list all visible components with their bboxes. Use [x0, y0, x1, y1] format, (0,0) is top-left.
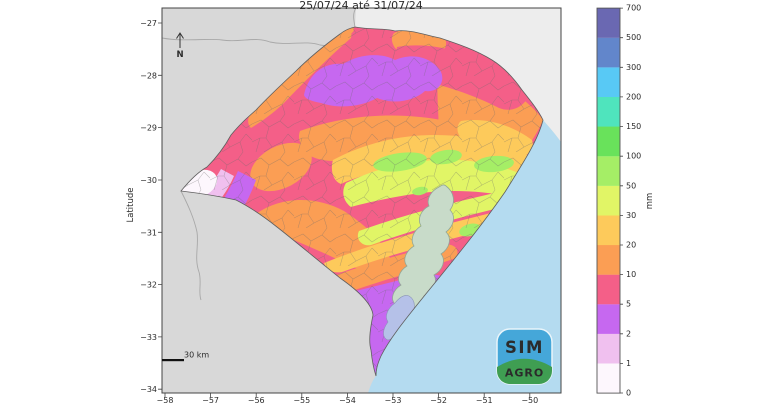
- scale-bar: 30 km: [162, 351, 209, 362]
- colorbar-tick: 20: [626, 241, 636, 250]
- colorbar: 0 1 2 5 10 20 30 50 100 150 200 300 500 …: [596, 4, 655, 398]
- colorbar-tick: 500: [626, 33, 641, 42]
- colorbar-tick: 300: [626, 63, 641, 72]
- colorbar-segment: [597, 126, 620, 157]
- colorbar-segment: [597, 245, 620, 275]
- north-arrow-icon: [176, 32, 184, 48]
- ocean: [368, 120, 561, 393]
- figure-title: 25/07/24 até 31/07/24: [299, 0, 423, 12]
- colorbar-tick: 2: [626, 329, 631, 338]
- y-tick: −30: [140, 176, 157, 185]
- y-tick: −29: [140, 124, 157, 133]
- x-tick: −52: [430, 396, 447, 405]
- y-tick: −33: [140, 333, 157, 342]
- x-tick: −57: [202, 396, 219, 405]
- colorbar-tick: 30: [626, 211, 636, 220]
- logo-text-sim: SIM: [505, 338, 544, 357]
- colorbar-tick: 700: [626, 4, 641, 13]
- colorbar-tick: 10: [626, 270, 636, 279]
- y-tick-marks: [158, 22, 162, 390]
- state-outline: [180, 26, 544, 377]
- x-tick-marks: [164, 393, 531, 397]
- colorbar-segment: [597, 304, 620, 334]
- scale-bar-line: [162, 359, 184, 362]
- colorbar-segment: [597, 215, 620, 246]
- colorbar-segment: [597, 156, 620, 186]
- y-axis-label: Latitude: [126, 188, 136, 223]
- colorbar-tick: 1: [626, 359, 631, 368]
- colorbar-segment: [597, 274, 620, 305]
- colorbar-tick-marks: [620, 7, 623, 394]
- plot-frame: [161, 7, 562, 394]
- colorbar-segment: [597, 8, 620, 38]
- colorbar-segment: [597, 67, 620, 97]
- colorbar-tick: 100: [626, 152, 641, 161]
- land-light-region: [355, 8, 561, 142]
- colorbar-tick: 50: [626, 181, 636, 190]
- logo-text-agro: AGRO: [505, 367, 544, 380]
- colorbar-outline: [596, 7, 621, 394]
- x-tick: −56: [248, 396, 265, 405]
- north-label: N: [176, 50, 183, 60]
- logo-green-field: [497, 358, 552, 384]
- colorbar-unit-label: mm: [645, 193, 655, 210]
- x-tick: −51: [476, 396, 493, 405]
- x-tick: −50: [521, 396, 538, 405]
- y-tick: −28: [140, 71, 157, 80]
- colorbar-segment: [597, 333, 620, 364]
- y-tick: −27: [140, 19, 157, 28]
- colorbar-tick: 5: [626, 300, 631, 309]
- colorbar-segment: [597, 185, 620, 216]
- y-tick: −34: [140, 385, 157, 394]
- scale-bar-label: 30 km: [184, 351, 209, 360]
- colorbar-tick: 0: [626, 389, 631, 398]
- y-tick: −32: [140, 281, 157, 290]
- north-arrow: N: [176, 32, 184, 60]
- x-tick: −53: [385, 396, 402, 405]
- simagro-logo: SIM AGRO: [496, 328, 553, 385]
- colorbar-segment: [597, 96, 620, 127]
- x-tick: −55: [293, 396, 310, 405]
- x-axis: −58 −57 −56 −55 −54 −53 −52 −51 −50: [157, 393, 538, 405]
- colorbar-segment: [597, 363, 620, 394]
- x-tick: −54: [339, 396, 356, 405]
- colorbar-tick: 150: [626, 122, 641, 131]
- colorbar-segment: [597, 37, 620, 68]
- x-tick: −58: [157, 396, 174, 405]
- y-tick: −31: [140, 228, 157, 237]
- y-axis: −27 −28 −29 −30 −31 −32 −33 −34 Latitude: [126, 19, 162, 394]
- colorbar-tick: 200: [626, 92, 641, 101]
